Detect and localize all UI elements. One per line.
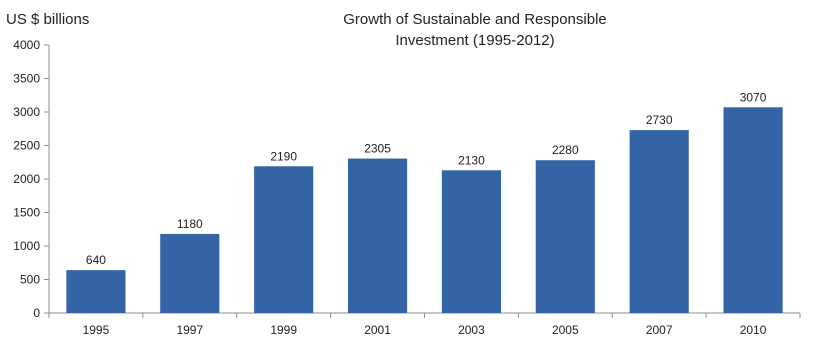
x-tick-label-2007: 2007 [646,323,673,337]
x-tick-label-2001: 2001 [364,323,391,337]
x-tick-label-2010: 2010 [740,323,767,337]
x-axis [48,312,801,318]
y-tick-label: 4000 [13,38,40,52]
x-tick-label-2003: 2003 [458,323,485,337]
x-tick-label-1997: 1997 [176,323,203,337]
y-tick-label: 2500 [13,139,40,153]
y-tick-label: 1500 [13,206,40,220]
bar-series [66,107,783,313]
category-tick-labels: 1995 1997 1999 2001 2003 2005 2007 2010 [83,323,767,337]
bar-2010 [723,107,783,313]
x-tick-label-1999: 1999 [270,323,297,337]
data-label-2010: 3070 [740,90,767,104]
bar-1999 [254,166,314,313]
data-label-2005: 2280 [552,143,579,157]
y-tick-label: 0 [33,306,40,320]
y-tick-label: 3500 [13,72,40,86]
data-label-1997: 1180 [177,217,203,231]
y-tick-label: 500 [20,273,40,287]
x-tick-label-2005: 2005 [552,323,579,337]
bar-2007 [629,130,689,313]
y-axis: 0 500 1000 1500 2000 2500 3000 3500 4000 [13,38,50,320]
x-tick-label-1995: 1995 [83,323,110,337]
y-axis-label: US $ billions [6,11,89,28]
chart-title-line-1: Growth of Sustainable and Responsible [343,11,607,28]
bar-2001 [347,158,408,313]
y-tick-label: 1000 [13,239,40,253]
data-labels: 640 1180 2190 2305 2130 2280 2730 3070 [86,90,767,267]
data-label-2001: 2305 [364,142,391,156]
bar-1995 [66,270,126,313]
chart-title-line-2: Investment (1995-2012) [395,32,554,49]
y-tick-label: 3000 [13,105,40,119]
bar-1997 [160,233,220,313]
bar-2003 [441,170,502,313]
y-tick-label: 2000 [13,172,40,186]
data-label-2003: 2130 [458,153,485,167]
data-label-2007: 2730 [646,113,673,127]
data-label-1999: 2190 [270,149,297,163]
data-label-1995: 640 [86,253,106,267]
bar-2005 [535,160,595,313]
